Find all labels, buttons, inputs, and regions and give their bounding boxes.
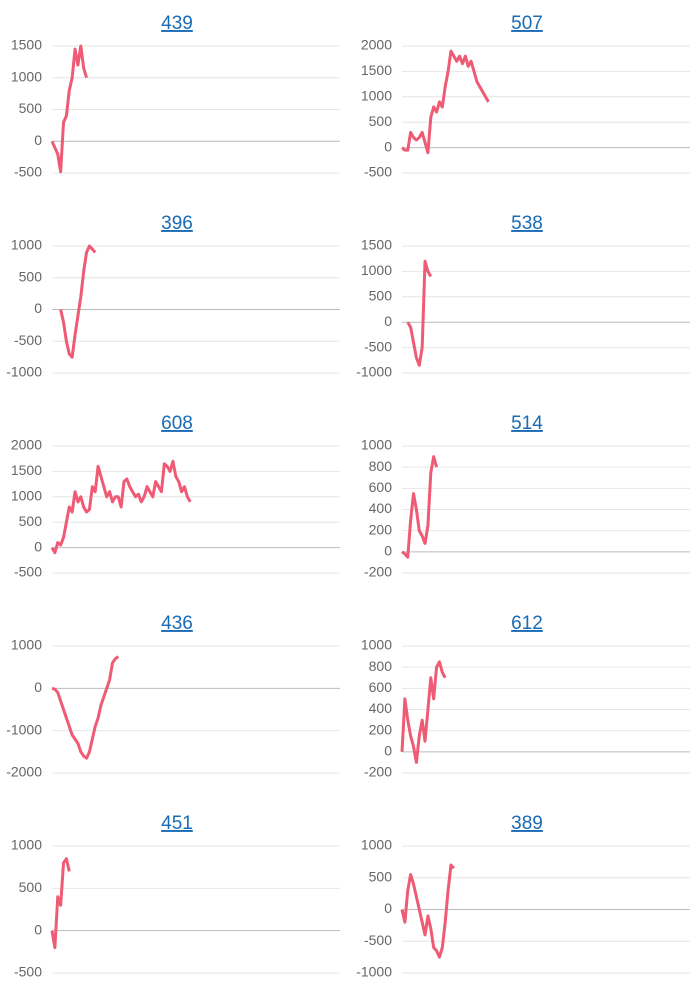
chart-title[interactable]: 538: [511, 213, 543, 234]
y-tick-label: -200: [364, 564, 392, 580]
y-tick-label: 500: [19, 100, 43, 116]
y-tick-label: -500: [364, 164, 392, 180]
y-tick-label: 0: [34, 132, 42, 148]
y-tick-label: 1000: [11, 837, 42, 853]
data-line: [51, 655, 120, 760]
y-tick-label: 0: [384, 313, 392, 329]
chart-title[interactable]: 507: [511, 13, 543, 34]
chart-title[interactable]: 396: [161, 213, 193, 234]
y-tick-label: 0: [34, 300, 42, 316]
y-tick-label: -200: [364, 764, 392, 780]
data-line: [50, 857, 71, 950]
y-tick-label: 500: [19, 879, 43, 895]
y-tick-label: 600: [369, 479, 393, 495]
y-tick-label: 500: [369, 113, 393, 129]
y-tick-label: -2000: [6, 764, 42, 780]
y-tick-label: 1500: [361, 237, 392, 253]
y-tick-label: 2000: [361, 37, 392, 53]
y-tick-label: 500: [369, 288, 393, 304]
y-tick-label: 1500: [361, 62, 392, 78]
y-tick-label: 1000: [11, 237, 42, 253]
y-tick-label: -500: [14, 164, 42, 180]
data-line: [406, 259, 433, 367]
y-tick-label: -1000: [356, 364, 392, 380]
y-tick-label: -500: [364, 338, 392, 354]
y-tick-label: 0: [384, 138, 392, 154]
data-line: [400, 863, 455, 959]
y-tick-label: 600: [369, 679, 393, 695]
data-line: [401, 49, 490, 155]
y-tick-label: 800: [369, 658, 393, 674]
data-line: [50, 44, 88, 174]
y-tick-label: 400: [369, 500, 393, 516]
data-line: [59, 244, 97, 359]
chart-title[interactable]: 514: [511, 413, 543, 434]
chart-title[interactable]: 608: [161, 413, 193, 434]
y-tick-label: -1000: [356, 964, 392, 980]
y-tick-label: -1000: [6, 364, 42, 380]
y-tick-label: -500: [14, 564, 42, 580]
chart-title[interactable]: 436: [161, 613, 193, 634]
chart-title[interactable]: 439: [161, 13, 193, 34]
y-tick-label: 500: [19, 513, 43, 529]
y-tick-label: -500: [14, 964, 42, 980]
y-tick-label: 0: [384, 543, 392, 559]
y-tick-label: 0: [384, 900, 392, 916]
y-tick-label: -500: [364, 932, 392, 948]
y-tick-label: 2000: [11, 437, 42, 453]
y-tick-label: 1000: [361, 637, 392, 653]
y-tick-label: 1000: [11, 637, 42, 653]
y-tick-label: 0: [34, 679, 42, 695]
y-tick-label: -500: [14, 332, 42, 348]
y-tick-label: 200: [369, 521, 393, 537]
y-tick-label: 1000: [11, 488, 42, 504]
data-line: [400, 660, 447, 764]
y-tick-label: 0: [384, 743, 392, 759]
chart-title[interactable]: 451: [161, 813, 193, 834]
y-tick-label: 500: [19, 268, 43, 284]
y-tick-label: 0: [34, 538, 42, 554]
y-tick-label: 1000: [361, 437, 392, 453]
chart-title[interactable]: 612: [511, 613, 543, 634]
y-tick-label: 400: [369, 700, 393, 716]
y-tick-label: -1000: [6, 721, 42, 737]
y-tick-label: 1000: [361, 837, 392, 853]
y-tick-label: 800: [369, 458, 393, 474]
chart-title[interactable]: 389: [511, 813, 543, 834]
y-tick-label: 1500: [11, 462, 42, 478]
y-tick-label: 500: [369, 868, 393, 884]
y-tick-label: 1000: [11, 68, 42, 84]
y-tick-label: 0: [34, 921, 42, 937]
y-tick-label: 1500: [11, 37, 42, 53]
y-tick-label: 1000: [361, 88, 392, 104]
data-line: [50, 459, 192, 555]
y-tick-label: 200: [369, 721, 393, 737]
data-line: [401, 455, 439, 559]
y-tick-label: 1000: [361, 262, 392, 278]
